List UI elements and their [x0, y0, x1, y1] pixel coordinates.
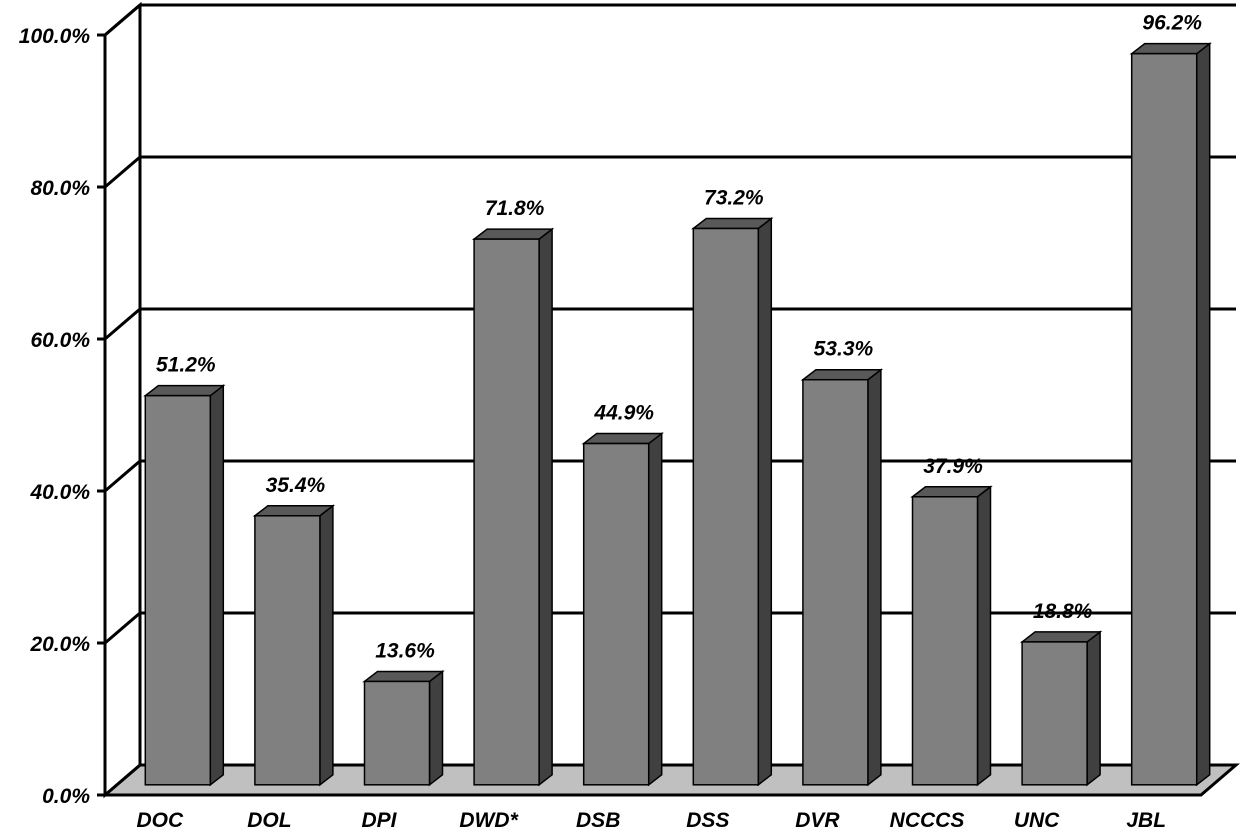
- bar-side: [647, 432, 663, 787]
- x-tick-label: NCCCS: [890, 809, 965, 832]
- bar-side: [428, 669, 444, 787]
- bars: 51.2% 35.4% 13.6% 71.8% 44.9% 73.2% 53.3% 37.9%…: [143, 12, 1212, 787]
- data-label: 13.6%: [375, 639, 435, 662]
- bar-top: [691, 217, 774, 230]
- x-tick-label: DSS: [686, 809, 729, 832]
- bar-side: [1195, 42, 1211, 787]
- bar: [252, 504, 336, 787]
- gridline-side: [104, 155, 141, 189]
- bar-front: [144, 394, 212, 786]
- y-tick-label: 60.0%: [30, 329, 90, 352]
- bar-side: [976, 485, 992, 787]
- bar-front: [802, 378, 869, 786]
- bar: [910, 485, 993, 787]
- bar: [362, 669, 445, 787]
- x-tick-label: DWD*: [459, 809, 518, 832]
- y-tick-label: 40.0%: [29, 481, 90, 504]
- x-tick-label: DOL: [247, 809, 291, 832]
- y-tick-label: 0.0%: [42, 785, 90, 808]
- data-label: 44.9%: [593, 402, 654, 425]
- y-tick-label: 80.0%: [30, 177, 90, 200]
- gridline-side: [104, 3, 141, 37]
- bar-front: [1021, 641, 1088, 786]
- bar-side: [757, 216, 773, 787]
- bar-front: [363, 680, 431, 786]
- bar: [143, 384, 226, 787]
- x-tick-label: DOC: [136, 809, 184, 832]
- bar-front: [911, 496, 979, 786]
- bar-front: [582, 442, 650, 786]
- data-label: 35.4%: [266, 474, 326, 497]
- bar: [691, 216, 774, 787]
- bar-top: [1129, 42, 1212, 55]
- bar-side: [867, 368, 882, 787]
- gridline-side: [104, 611, 141, 645]
- y-tick-label: 20.0%: [29, 633, 90, 656]
- x-tick-label: DVR: [795, 809, 840, 832]
- data-label: 53.3%: [814, 338, 874, 361]
- bar-side: [319, 504, 334, 787]
- bar: [1129, 42, 1212, 787]
- x-tick-label: DPI: [361, 809, 397, 832]
- gridline-side: [104, 459, 141, 493]
- data-label: 51.2%: [156, 354, 216, 377]
- bar: [800, 368, 884, 787]
- data-label: 71.8%: [485, 197, 545, 220]
- bar: [581, 432, 664, 787]
- bar-top: [471, 228, 555, 240]
- data-label: 18.8%: [1033, 600, 1093, 623]
- bar-top: [1019, 631, 1103, 643]
- bar-front: [254, 515, 321, 786]
- bar-top: [362, 670, 445, 683]
- x-axis-ticks: DOC DOL DPI DWD* DSB DSS DVR NCCCS UNC JBL: [136, 809, 1166, 832]
- y-axis-ticks: 0.0% 20.0% 40.0% 60.0% 80.0% 100.0%: [19, 25, 107, 808]
- chart-side-wall: [103, 1, 142, 799]
- bar: [471, 227, 555, 787]
- bar-side: [1086, 630, 1101, 787]
- bar-side: [538, 227, 553, 787]
- bar-front: [473, 238, 540, 786]
- bar-side: [209, 384, 225, 787]
- x-tick-label: UNC: [1014, 809, 1060, 832]
- x-tick-label: JBL: [1126, 809, 1166, 832]
- gridline-side: [104, 307, 141, 341]
- bar-top: [143, 384, 226, 397]
- bar-top: [252, 505, 336, 517]
- bar-front: [1130, 52, 1198, 786]
- bar: [1019, 630, 1103, 787]
- x-tick-label: DSB: [576, 809, 620, 832]
- data-label: 96.2%: [1142, 12, 1202, 35]
- data-label: 37.9%: [923, 455, 983, 478]
- bar-top: [581, 432, 664, 445]
- bar-top: [910, 486, 993, 498]
- data-label: 73.2%: [704, 186, 764, 209]
- bar-top: [800, 368, 884, 381]
- y-tick-label: 100.0%: [19, 25, 91, 48]
- bar-front: [692, 227, 760, 786]
